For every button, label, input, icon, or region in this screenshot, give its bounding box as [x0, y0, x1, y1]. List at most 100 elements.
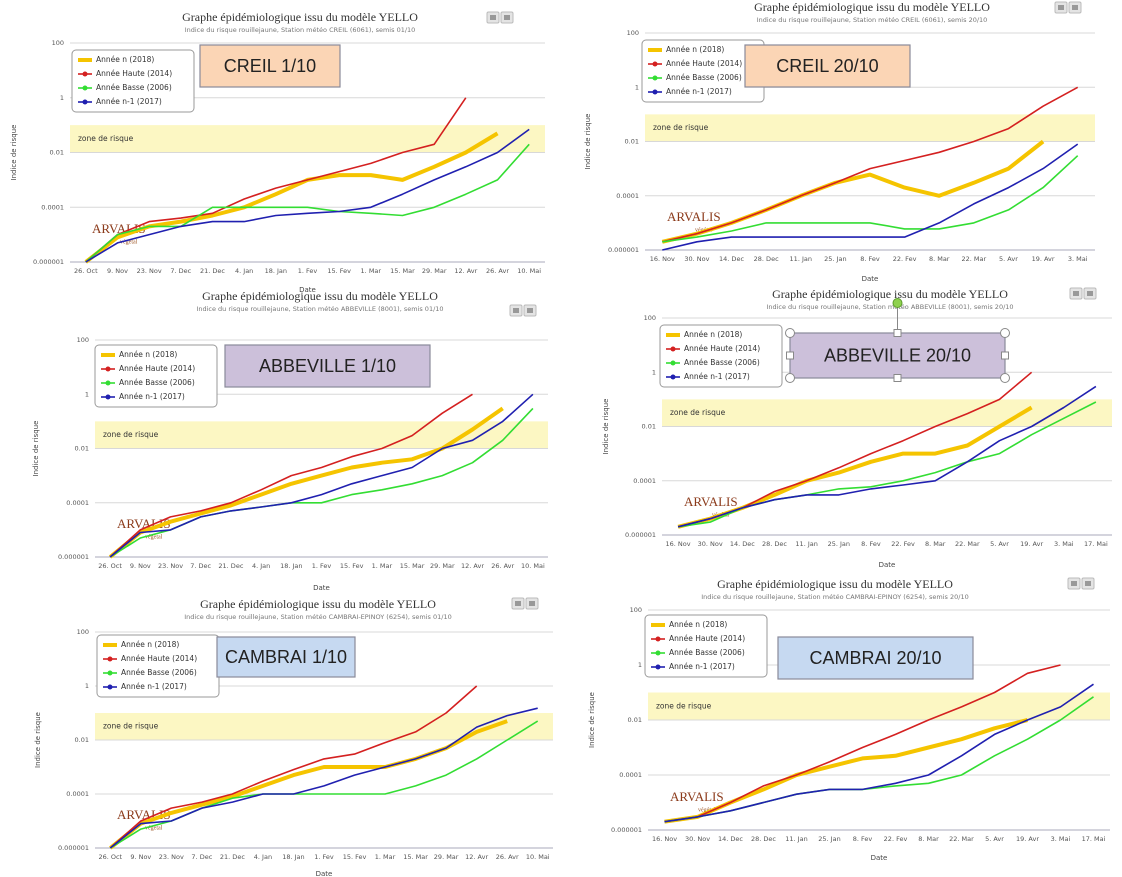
selection-handle: [1000, 373, 1010, 383]
y-tick-label: 1: [85, 682, 89, 690]
export-icon: [490, 15, 496, 20]
risk-zone-label: zone de risque: [103, 430, 159, 439]
legend-marker: [82, 85, 88, 91]
x-axis-label: Date: [879, 561, 896, 569]
x-tick-label: 23. Nov: [137, 267, 162, 275]
selection-handle: [785, 328, 795, 338]
x-tick-label: 25. Jan: [828, 540, 850, 548]
y-tick-label: 0.01: [75, 736, 89, 744]
legend-marker: [105, 394, 111, 400]
annotation-label: CREIL 1/10: [224, 56, 316, 76]
export-icon: [1073, 291, 1079, 296]
logo-sub: végétal: [145, 825, 163, 831]
y-tick-label: 0.0001: [66, 499, 89, 507]
x-tick-label: 9. Nov: [130, 853, 151, 861]
legend-label: Année Basse (2006): [119, 378, 195, 387]
x-tick-label: 19. Avr: [1032, 255, 1055, 263]
export-icon: [529, 601, 535, 606]
x-tick-label: 8. Fev: [853, 835, 873, 843]
annotation-box: [744, 44, 911, 88]
risk-zone-label: zone de risque: [670, 408, 726, 417]
x-tick-label: 30. Nov: [685, 835, 710, 843]
x-tick-label: 5. Avr: [985, 835, 1004, 843]
x-tick-label: 7. Dec: [170, 267, 191, 275]
x-tick-label: 21. Dec: [200, 267, 225, 275]
y-axis-label: Indice de risque: [584, 114, 592, 170]
x-tick-label: 1. Fev: [298, 267, 318, 275]
export-icon: [504, 15, 510, 20]
legend-marker: [652, 75, 658, 81]
export-icon: [1072, 5, 1078, 10]
risk-zone-label: zone de risque: [103, 722, 159, 731]
y-tick-label: 100: [77, 336, 89, 344]
chart-title: Graphe épidémiologique issu du modèle YE…: [717, 577, 953, 591]
x-tick-label: 4. Jan: [254, 853, 272, 861]
chart-title: Graphe épidémiologique issu du modèle YE…: [200, 597, 436, 611]
legend-box: [644, 614, 768, 678]
x-tick-label: 26. Oct: [74, 267, 98, 275]
y-tick-label: 0.01: [75, 445, 89, 453]
x-tick-label: 9. Nov: [130, 562, 151, 570]
x-tick-label: 25. Jan: [818, 835, 840, 843]
legend-marker: [670, 374, 676, 380]
logo: ARVALIS: [667, 209, 721, 224]
legend-box: [94, 344, 218, 408]
legend-label: Année n-1 (2017): [96, 97, 162, 106]
legend-label: Année Basse (2006): [121, 668, 197, 677]
x-tick-label: 8. Mar: [925, 540, 946, 548]
series-line: [109, 685, 478, 849]
x-tick-label: 1. Mar: [361, 267, 382, 275]
y-tick-label: 0.0001: [633, 477, 656, 485]
chart-title: Graphe épidémiologique issu du modèle YE…: [754, 0, 990, 14]
y-tick-label: 0.01: [50, 149, 64, 157]
legend-label: Année n-1 (2017): [119, 392, 185, 401]
x-tick-label: 26. Avr: [486, 267, 509, 275]
x-tick-label: 22. Fev: [884, 835, 908, 843]
logo-sub: végétal: [120, 239, 138, 245]
x-tick-label: 8. Fev: [861, 540, 881, 548]
chart-subtitle: Indice du risque rouillejaune, Station m…: [766, 303, 1013, 311]
x-tick-label: 26. Avr: [491, 562, 514, 570]
x-axis-label: Date: [299, 286, 316, 294]
x-tick-label: 29. Mar: [430, 562, 455, 570]
risk-zone: [95, 421, 548, 449]
legend-label: Année Basse (2006): [684, 358, 760, 367]
series-line: [662, 143, 1079, 251]
rotate-handle: [892, 298, 903, 308]
export-icon: [513, 308, 519, 313]
x-tick-label: 11. Jan: [790, 255, 812, 263]
x-tick-label: 22. Mar: [955, 540, 980, 548]
selection-handle: [893, 329, 902, 337]
annotation-box: [777, 636, 974, 680]
x-tick-label: 15. Fev: [327, 267, 351, 275]
chart-subtitle: Indice du risque rouillejaune, Station m…: [196, 305, 443, 313]
export-icon: [527, 308, 533, 313]
series-line: [85, 97, 467, 263]
x-tick-label: 28. Dec: [754, 255, 779, 263]
legend-label: Année Haute (2014): [121, 654, 197, 663]
y-tick-label: 1: [85, 390, 89, 398]
risk-zone: [645, 114, 1095, 142]
legend-marker: [107, 670, 113, 676]
x-tick-label: 25. Jan: [824, 255, 846, 263]
y-tick-label: 100: [77, 628, 89, 636]
x-tick-label: 4. Jan: [235, 267, 253, 275]
legend-box: [71, 49, 195, 113]
y-tick-label: 0.01: [642, 423, 656, 431]
y-tick-label: 0.000001: [58, 553, 89, 561]
x-tick-label: 11. Jan: [785, 835, 807, 843]
series-line: [662, 155, 1079, 243]
x-tick-label: 16. Nov: [650, 255, 675, 263]
x-tick-label: 15. Fev: [343, 853, 367, 861]
export-icon: [1071, 581, 1077, 586]
series-line: [109, 707, 538, 849]
legend-label: Année n (2018): [119, 350, 177, 359]
x-tick-label: 7. Dec: [190, 562, 211, 570]
legend-label: Année n (2018): [121, 640, 179, 649]
x-tick-label: 5. Avr: [990, 540, 1009, 548]
legend-marker: [655, 664, 661, 670]
legend-label: Année n-1 (2017): [121, 682, 187, 691]
annotation-label: CAMBRAI 20/10: [809, 648, 941, 668]
selection-handle: [786, 351, 794, 360]
y-tick-label: 0.000001: [625, 531, 656, 539]
